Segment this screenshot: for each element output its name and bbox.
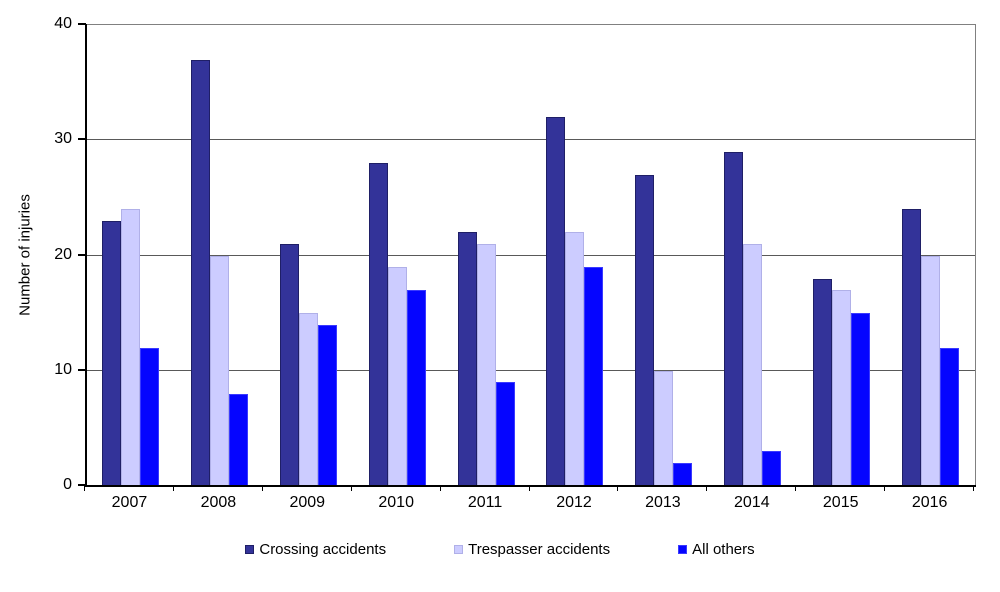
- bar-trespasser-accidents-2009: [298, 313, 318, 486]
- x-tick-label-2007: 2007: [111, 494, 148, 511]
- bar-group-2015: [797, 25, 886, 486]
- bar-all-others-2012: [584, 267, 604, 486]
- bar-trespasser-accidents-2016: [921, 255, 941, 486]
- y-tick-label-10: 10: [54, 360, 72, 378]
- x-tick-label-2012: 2012: [556, 494, 592, 511]
- bar-group-2007: [86, 25, 175, 486]
- y-tick-label-40: 40: [54, 15, 72, 32]
- bar-all-others-2014: [762, 451, 782, 486]
- bar-crossing-accidents-2011: [457, 232, 477, 486]
- gridline-30: [86, 139, 975, 141]
- bar-crossing-accidents-2009: [279, 243, 299, 486]
- y-tick-label-0: 0: [63, 476, 72, 493]
- y-axis-ticks: [78, 23, 86, 486]
- x-tick-label-2011: 2011: [467, 494, 503, 511]
- bar-trespasser-accidents-2011: [476, 243, 496, 486]
- legend-swatch-all-others: [678, 545, 688, 554]
- bar-crossing-accidents-2015: [813, 278, 833, 486]
- legend-label-all-others: All others: [692, 541, 755, 558]
- legend-label-trespasser-accidents: Trespasser accidents: [468, 541, 611, 558]
- bar-trespasser-accidents-2015: [832, 290, 852, 486]
- x-tick-2: [261, 485, 263, 491]
- bar-all-others-2009: [317, 324, 337, 486]
- bar-trespasser-accidents-2013: [654, 370, 674, 486]
- bar-crossing-accidents-2016: [902, 209, 922, 486]
- x-tick-4: [439, 485, 441, 491]
- bar-crossing-accidents-2008: [190, 59, 210, 486]
- bar-group-2014: [708, 25, 797, 486]
- bar-all-others-2010: [406, 290, 426, 486]
- y-tick-30: [78, 138, 86, 141]
- x-tick-label-2016: 2016: [911, 494, 948, 511]
- bar-crossing-accidents-2012: [546, 117, 566, 486]
- gridline-20: [86, 254, 975, 256]
- x-tick-label-2015: 2015: [822, 494, 859, 511]
- plot-area: [85, 24, 976, 487]
- legend-entry-crossing-accidents: Crossing accidents: [245, 541, 386, 558]
- legend-label-crossing-accidents: Crossing accidents: [259, 541, 387, 558]
- bar-group-2012: [531, 25, 620, 486]
- x-tick-8: [795, 485, 797, 491]
- x-tick-10: [973, 485, 974, 491]
- x-tick-9: [884, 485, 886, 491]
- bar-all-others-2008: [228, 393, 248, 486]
- x-axis-ticks: [84, 485, 974, 492]
- y-tick-20: [78, 253, 86, 256]
- x-axis-labels: 2007 2008 2009 2010 2011 2012 2013 2014 2015 2016: [85, 494, 974, 512]
- gridline-10: [86, 369, 975, 371]
- legend-swatch-crossing-accidents: [245, 545, 255, 554]
- bar-group-2009: [264, 25, 353, 486]
- bar-crossing-accidents-2014: [724, 151, 744, 486]
- y-tick-10: [78, 368, 86, 371]
- legend-swatch-trespasser-accidents: [454, 545, 464, 554]
- bar-trespasser-accidents-2014: [743, 243, 763, 486]
- bar-group-2013: [619, 25, 708, 486]
- x-tick-label-2009: 2009: [289, 494, 326, 511]
- x-tick-0: [84, 485, 85, 491]
- bar-crossing-accidents-2010: [368, 163, 388, 486]
- bar-all-others-2007: [139, 347, 159, 486]
- bar-crossing-accidents-2007: [101, 220, 121, 486]
- x-tick-1: [172, 485, 174, 491]
- x-tick-label-2013: 2013: [645, 494, 681, 511]
- y-tick-label-30: 30: [54, 130, 72, 148]
- x-tick-7: [706, 485, 708, 491]
- x-tick-label-2008: 2008: [200, 494, 237, 511]
- y-tick-label-20: 20: [54, 245, 72, 263]
- y-axis-labels: 0 10 20 30 40: [26, 15, 72, 493]
- bar-all-others-2011: [495, 382, 515, 486]
- legend-entry-all-others: All others: [678, 541, 755, 558]
- bar-trespasser-accidents-2008: [209, 255, 229, 486]
- x-tick-5: [528, 485, 530, 491]
- bar-crossing-accidents-2013: [635, 174, 655, 486]
- bar-all-others-2015: [851, 313, 871, 486]
- x-tick-label-2010: 2010: [378, 494, 414, 511]
- x-axis-line: [85, 485, 976, 487]
- x-tick-label-2014: 2014: [734, 494, 770, 511]
- bar-trespasser-accidents-2010: [387, 267, 407, 486]
- bar-all-others-2013: [673, 462, 693, 486]
- bar-trespasser-accidents-2012: [565, 232, 585, 486]
- y-tick-40: [78, 23, 86, 25]
- x-tick-6: [617, 485, 619, 491]
- bar-group-2008: [175, 25, 264, 486]
- bar-trespasser-accidents-2007: [120, 209, 140, 486]
- legend: Crossing accidents Trespasser accidents Al…: [0, 541, 1000, 558]
- y-axis-line: [85, 24, 87, 487]
- bar-group-2016: [886, 25, 975, 486]
- legend-entry-trespasser-accidents: Trespasser accidents: [454, 541, 610, 558]
- bar-all-others-2016: [940, 347, 960, 486]
- x-tick-3: [350, 485, 352, 491]
- bar-group-2010: [353, 25, 442, 486]
- bar-group-2011: [442, 25, 531, 486]
- y-tick-0: [78, 484, 86, 486]
